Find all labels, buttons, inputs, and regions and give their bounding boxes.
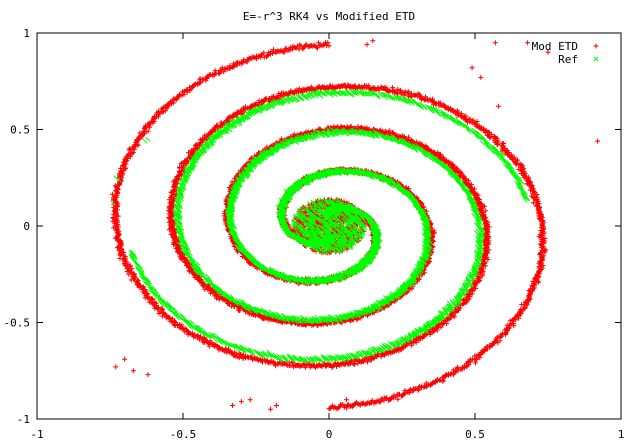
data-point [536,279,542,285]
data-point [212,68,218,74]
data-point [249,155,254,161]
data-point [351,362,357,368]
data-point [326,43,332,49]
